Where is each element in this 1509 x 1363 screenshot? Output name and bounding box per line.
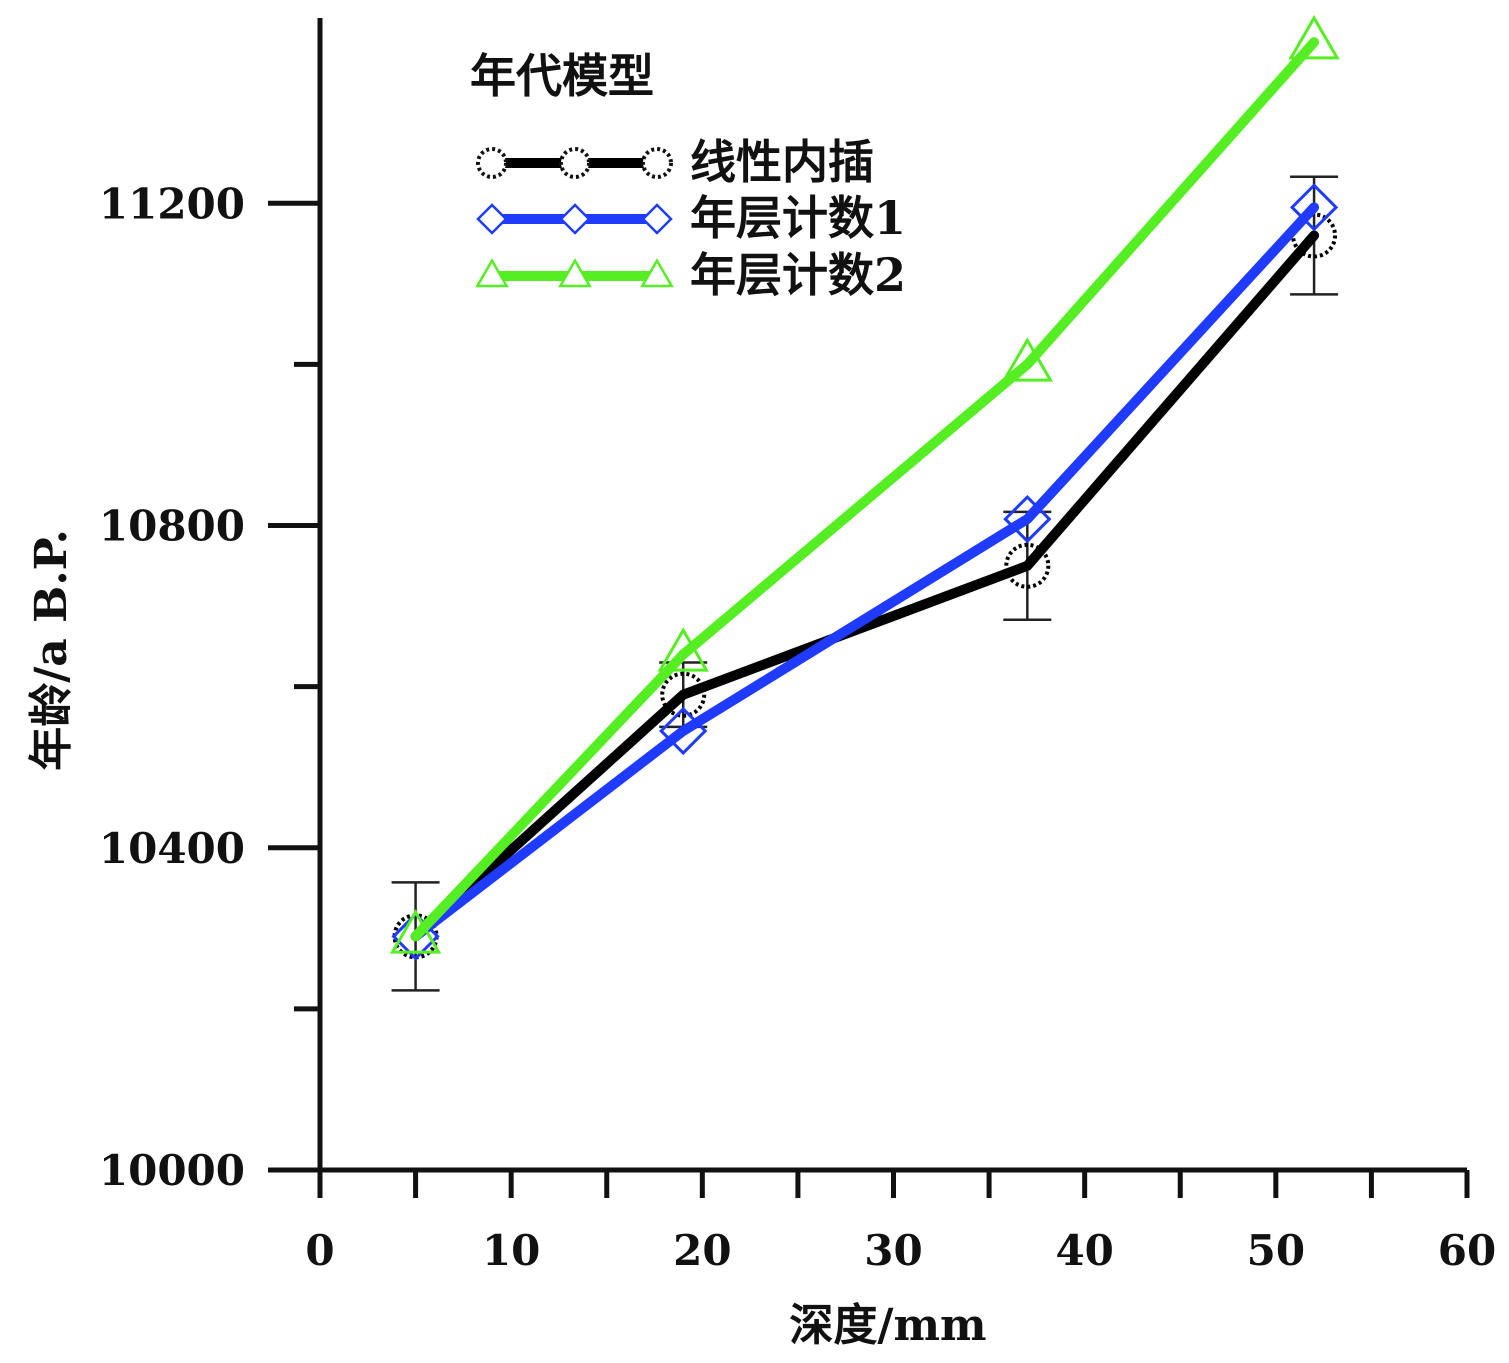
series-1-point (1004, 542, 1051, 589)
legend-label-3: 年层计数2 (690, 248, 906, 302)
legend-label-1: 线性内插 (690, 135, 874, 189)
legend-marker-1 (476, 147, 508, 179)
series-3 (389, 14, 1340, 954)
series-3-point (1288, 14, 1340, 60)
series-2-point (1003, 494, 1052, 544)
series-layer (389, 14, 1340, 961)
y-tick-label: 10000 (99, 1146, 245, 1195)
axes-layer: 10000 10400 10800 11200 0 10 20 30 40 50 60 (99, 18, 1496, 1275)
x-tick-label: 60 (1438, 1226, 1496, 1275)
x-tick-label: 40 (1055, 1226, 1113, 1275)
y-tick-label: 11200 (99, 179, 245, 228)
series-2 (391, 183, 1339, 961)
series-2-point (1289, 183, 1339, 232)
series-1-point (660, 671, 707, 718)
legend-marker-3 (558, 258, 592, 288)
x-tick-label: 30 (864, 1226, 922, 1275)
legend-marker-3 (475, 258, 509, 288)
legend-marker-1 (559, 147, 591, 179)
legend-marker-2 (559, 203, 591, 235)
y-tick-label: 10400 (99, 824, 245, 873)
series-2-point (391, 912, 440, 961)
series-3-point (389, 909, 442, 954)
series-3-point (1001, 337, 1054, 382)
x-tick-label: 0 (305, 1226, 334, 1275)
series-line-3 (410, 37, 1320, 942)
series-2-point (659, 706, 708, 756)
legend-marker-2 (641, 203, 673, 235)
series-3-point (657, 627, 709, 672)
y-axis-title: 年龄/a B.P. (26, 529, 77, 771)
x-tick-label: 50 (1247, 1226, 1305, 1275)
legend-marker-2 (476, 203, 508, 235)
series-line-2 (410, 202, 1320, 942)
legend-marker-3 (640, 258, 674, 288)
legend-title: 年代模型 (470, 49, 654, 103)
x-tick-label: 10 (482, 1226, 540, 1275)
x-axis-title: 深度/mm (789, 1300, 986, 1351)
legend-marker-1 (641, 147, 673, 179)
x-tick-label: 20 (673, 1226, 731, 1275)
legend-label-2: 年层计数1 (690, 191, 906, 245)
y-tick-label: 10800 (99, 502, 245, 551)
